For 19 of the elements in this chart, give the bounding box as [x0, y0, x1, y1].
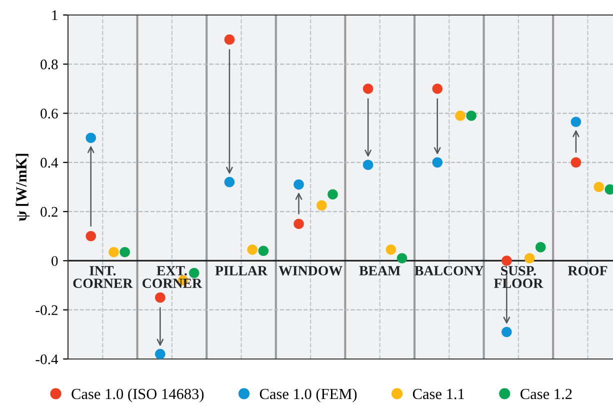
y-tick-label: 1 [52, 10, 58, 20]
y-axis-title: ψ [W/mK] [16, 154, 30, 222]
legend-label: Case 1.0 (ISO 14683) [72, 388, 204, 402]
x-tick-label: ROOF [568, 266, 608, 276]
y-tick-label: 0.6 [40, 108, 58, 119]
legend-label: Case 1.2 [520, 388, 572, 400]
y-tick-label: 0 [52, 256, 58, 266]
y-tick-label: -0.2 [36, 305, 58, 316]
x-tick-label: BEAM [359, 266, 400, 276]
x-tick-label: INT. CORNER [73, 266, 133, 288]
y-tick-label: 0.2 [40, 206, 58, 217]
legend-label: Case 1.0 (FEM) [260, 388, 357, 402]
legend-label: Case 1.1 [412, 388, 464, 400]
y-tick-label: 0.4 [40, 158, 58, 168]
x-tick-label: BALCONY [414, 266, 484, 276]
y-tick-label: -0.4 [36, 354, 58, 364]
x-tick-label: PILLAR [215, 266, 268, 276]
y-tick-label: 0.8 [40, 60, 58, 70]
x-tick-label: WINDOW [278, 266, 342, 276]
